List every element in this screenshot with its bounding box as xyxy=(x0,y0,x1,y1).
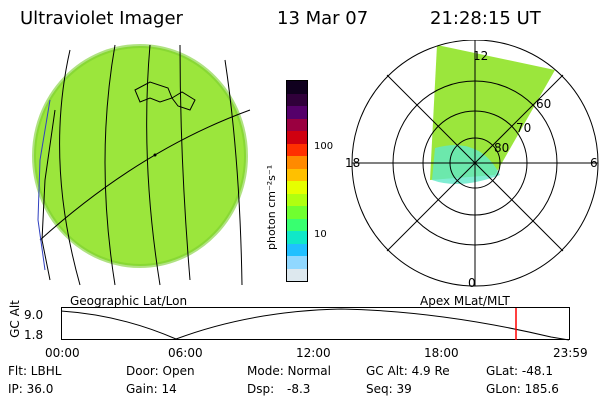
mlt-label-6: 6 xyxy=(590,156,598,170)
colorbar-segment-12 xyxy=(287,231,307,244)
geographic-caption: Geographic Lat/Lon xyxy=(70,294,188,308)
glon-info: GLon: 185.6 xyxy=(486,382,559,396)
gc-alt-axis-label: GC Alt xyxy=(8,300,22,338)
polar-plot: 12 18 6 0 60 70 80 xyxy=(345,40,599,290)
colorbar-segment-3 xyxy=(287,118,307,131)
colorbar-unit-label: photon cm⁻²s⁻¹ xyxy=(265,164,278,250)
alt-tick-min: 1.8 xyxy=(24,328,44,342)
colorbar-tick-10: 10 xyxy=(314,229,327,240)
mlt-label-18: 18 xyxy=(345,156,360,170)
x-tick-1800: 18:00 xyxy=(424,346,459,360)
colorbar-segment-2 xyxy=(287,106,307,119)
geographic-image xyxy=(32,44,251,286)
date-label: 13 Mar 07 xyxy=(277,8,369,29)
x-tick-1200: 12:00 xyxy=(296,346,331,360)
x-tick-2359: 23:59 xyxy=(553,346,588,360)
colorbar-segment-0 xyxy=(287,81,307,94)
dsp-value: -8.3 xyxy=(287,382,311,396)
colorbar-segment-15 xyxy=(287,268,307,281)
colorbar-segment-11 xyxy=(287,218,307,231)
colorbar-segment-7 xyxy=(287,168,307,181)
colorbar-segment-6 xyxy=(287,156,307,169)
gc-alt-info: GC Alt: 4.9 Re xyxy=(366,364,450,378)
dsp-label: Dsp: xyxy=(247,382,275,396)
colorbar-segment-8 xyxy=(287,181,307,194)
lat-label-70: 70 xyxy=(516,121,531,135)
mode-info: Mode: Normal xyxy=(247,364,331,378)
gain-info: Gain: 14 xyxy=(126,382,177,396)
glat-info: GLat: -48.1 xyxy=(486,364,553,378)
x-tick-0600: 06:00 xyxy=(168,346,203,360)
x-tick-0000: 00:00 xyxy=(45,346,80,360)
lat-label-80: 80 xyxy=(494,141,509,155)
time-label: 21:28:15 UT xyxy=(430,8,541,29)
earth-disc xyxy=(34,46,246,266)
colorbar xyxy=(286,80,308,282)
apex-caption: Apex MLat/MLT xyxy=(420,294,510,308)
door-info: Door: Open xyxy=(126,364,195,378)
colorbar-segment-13 xyxy=(287,243,307,256)
colorbar-segment-4 xyxy=(287,131,307,144)
colorbar-segment-5 xyxy=(287,143,307,156)
colorbar-segment-1 xyxy=(287,93,307,106)
colorbar-segment-9 xyxy=(287,193,307,206)
flt-info: Flt: LBHL xyxy=(8,364,62,378)
mlt-label-0: 0 xyxy=(468,276,476,290)
mlt-label-12: 12 xyxy=(473,49,488,63)
lat-label-60: 60 xyxy=(536,97,551,111)
alt-tick-max: 9.0 xyxy=(24,308,44,322)
altitude-plot xyxy=(61,307,570,341)
colorbar-segment-10 xyxy=(287,206,307,219)
seq-info: Seq: 39 xyxy=(366,382,412,396)
colorbar-tick-100: 100 xyxy=(314,141,334,152)
app-title: Ultraviolet Imager xyxy=(20,8,183,29)
ip-info: IP: 36.0 xyxy=(8,382,54,396)
colorbar-segment-14 xyxy=(287,256,307,269)
